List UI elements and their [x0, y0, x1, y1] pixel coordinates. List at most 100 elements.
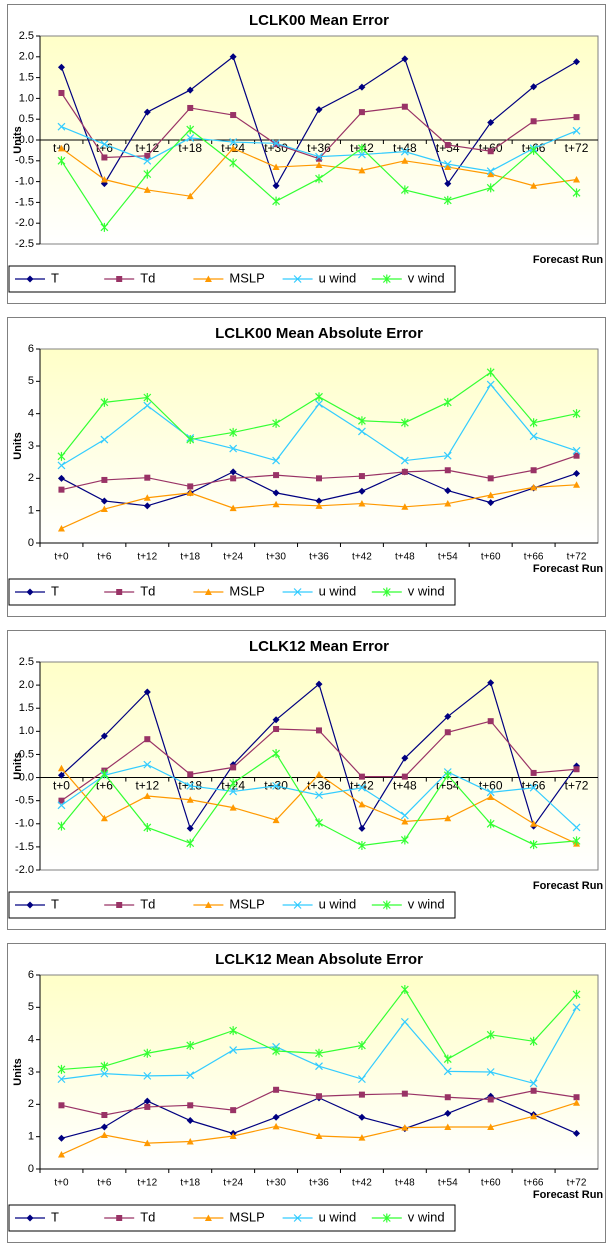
x-tick-label: t+54: [436, 141, 460, 155]
marker: [316, 155, 322, 162]
marker: [229, 1132, 237, 1140]
marker: [358, 1134, 366, 1141]
x-tick-label: t+12: [135, 779, 159, 793]
marker: [187, 1102, 194, 1109]
chart: LCLK00 Mean Absolute Error Units 0 1 2 3 4 5 6 t+…: [7, 317, 606, 617]
marker: [230, 475, 237, 482]
marker: [101, 154, 108, 161]
marker: [357, 841, 366, 851]
legend-label: MSLP: [229, 896, 264, 911]
marker: [230, 1107, 237, 1114]
marker: [530, 182, 538, 189]
marker: [229, 144, 237, 152]
marker: [443, 397, 452, 407]
marker: [573, 1129, 581, 1137]
marker: [315, 174, 323, 184]
chart-title: LCLK12 Mean Absolute Error: [215, 951, 423, 968]
x-tick-label: t+6: [96, 779, 113, 793]
x-tick-label: t+72: [565, 141, 589, 155]
marker: [401, 817, 409, 825]
marker: [272, 816, 280, 824]
marker: [229, 53, 237, 61]
marker: [444, 500, 452, 507]
x-tick-label: t+0: [54, 1178, 69, 1189]
marker: [573, 766, 580, 773]
legend-label: Td: [140, 896, 155, 911]
marker: [315, 152, 323, 161]
y-tick-label: 1.5: [19, 72, 34, 84]
marker: [186, 125, 195, 135]
marker: [26, 588, 34, 596]
y-tick-label: 5: [28, 375, 34, 387]
x-tick-label: t+48: [393, 141, 417, 155]
marker: [57, 1064, 66, 1074]
plot-area: [39, 974, 599, 1170]
y-axis-title: Units: [12, 432, 24, 460]
marker: [444, 141, 451, 148]
y-axis-title: Units: [12, 752, 24, 780]
y-tick-label: 0.0: [19, 134, 34, 146]
marker: [486, 167, 495, 176]
marker: [144, 1103, 151, 1110]
marker: [401, 468, 408, 475]
x-tick-label: t+42: [352, 1178, 372, 1189]
marker: [230, 764, 237, 771]
marker: [530, 1087, 537, 1094]
marker: [143, 186, 151, 193]
marker: [26, 275, 34, 283]
y-tick-label: -1.0: [15, 176, 34, 188]
legend-label: Td: [140, 583, 155, 598]
plot-area: [39, 661, 599, 871]
marker: [57, 801, 66, 810]
chart-title: LCLK00 Mean Absolute Error: [215, 325, 423, 342]
marker: [315, 1048, 323, 1058]
marker: [486, 183, 495, 193]
marker: [572, 1003, 581, 1012]
marker: [529, 1036, 538, 1046]
marker: [486, 819, 495, 829]
x-tick-label: t+12: [137, 552, 157, 563]
marker: [573, 1099, 581, 1106]
marker: [573, 452, 580, 459]
marker: [357, 783, 366, 792]
x-tick-label: t+18: [180, 1178, 200, 1189]
y-tick-label: -0.5: [15, 155, 34, 167]
marker: [186, 489, 194, 496]
marker: [315, 502, 323, 509]
marker: [186, 796, 194, 803]
marker: [358, 487, 366, 495]
marker: [400, 456, 409, 465]
marker: [100, 176, 108, 183]
marker: [400, 811, 409, 820]
legend-label: MSLP: [229, 1209, 264, 1224]
marker: [530, 769, 537, 776]
y-tick-label: 5: [28, 1001, 34, 1013]
y-tick-label: -2.0: [15, 864, 34, 876]
marker: [187, 771, 194, 778]
x-tick-label: t+72: [565, 779, 589, 793]
y-tick-label: 6: [28, 969, 34, 981]
legend-label: v wind: [408, 270, 445, 285]
marker: [57, 1150, 65, 1158]
marker: [487, 499, 495, 507]
x-tick-label: t+24: [223, 552, 243, 563]
marker: [100, 497, 108, 505]
marker: [572, 188, 581, 198]
marker: [530, 467, 537, 474]
chart-title: LCLK00 Mean Error: [249, 12, 389, 29]
marker: [186, 1138, 194, 1145]
x-tick-label: t+36: [307, 779, 331, 793]
marker: [358, 473, 365, 480]
marker: [357, 143, 366, 153]
legend-label: u wind: [319, 1209, 357, 1224]
marker: [293, 588, 302, 596]
legend-label: v wind: [408, 583, 445, 598]
y-tick-label: -1.5: [15, 841, 34, 853]
marker: [444, 487, 452, 495]
marker: [530, 1112, 538, 1120]
marker: [315, 818, 323, 828]
marker: [144, 474, 151, 481]
marker: [401, 773, 408, 780]
marker: [573, 481, 581, 488]
marker: [572, 409, 581, 419]
